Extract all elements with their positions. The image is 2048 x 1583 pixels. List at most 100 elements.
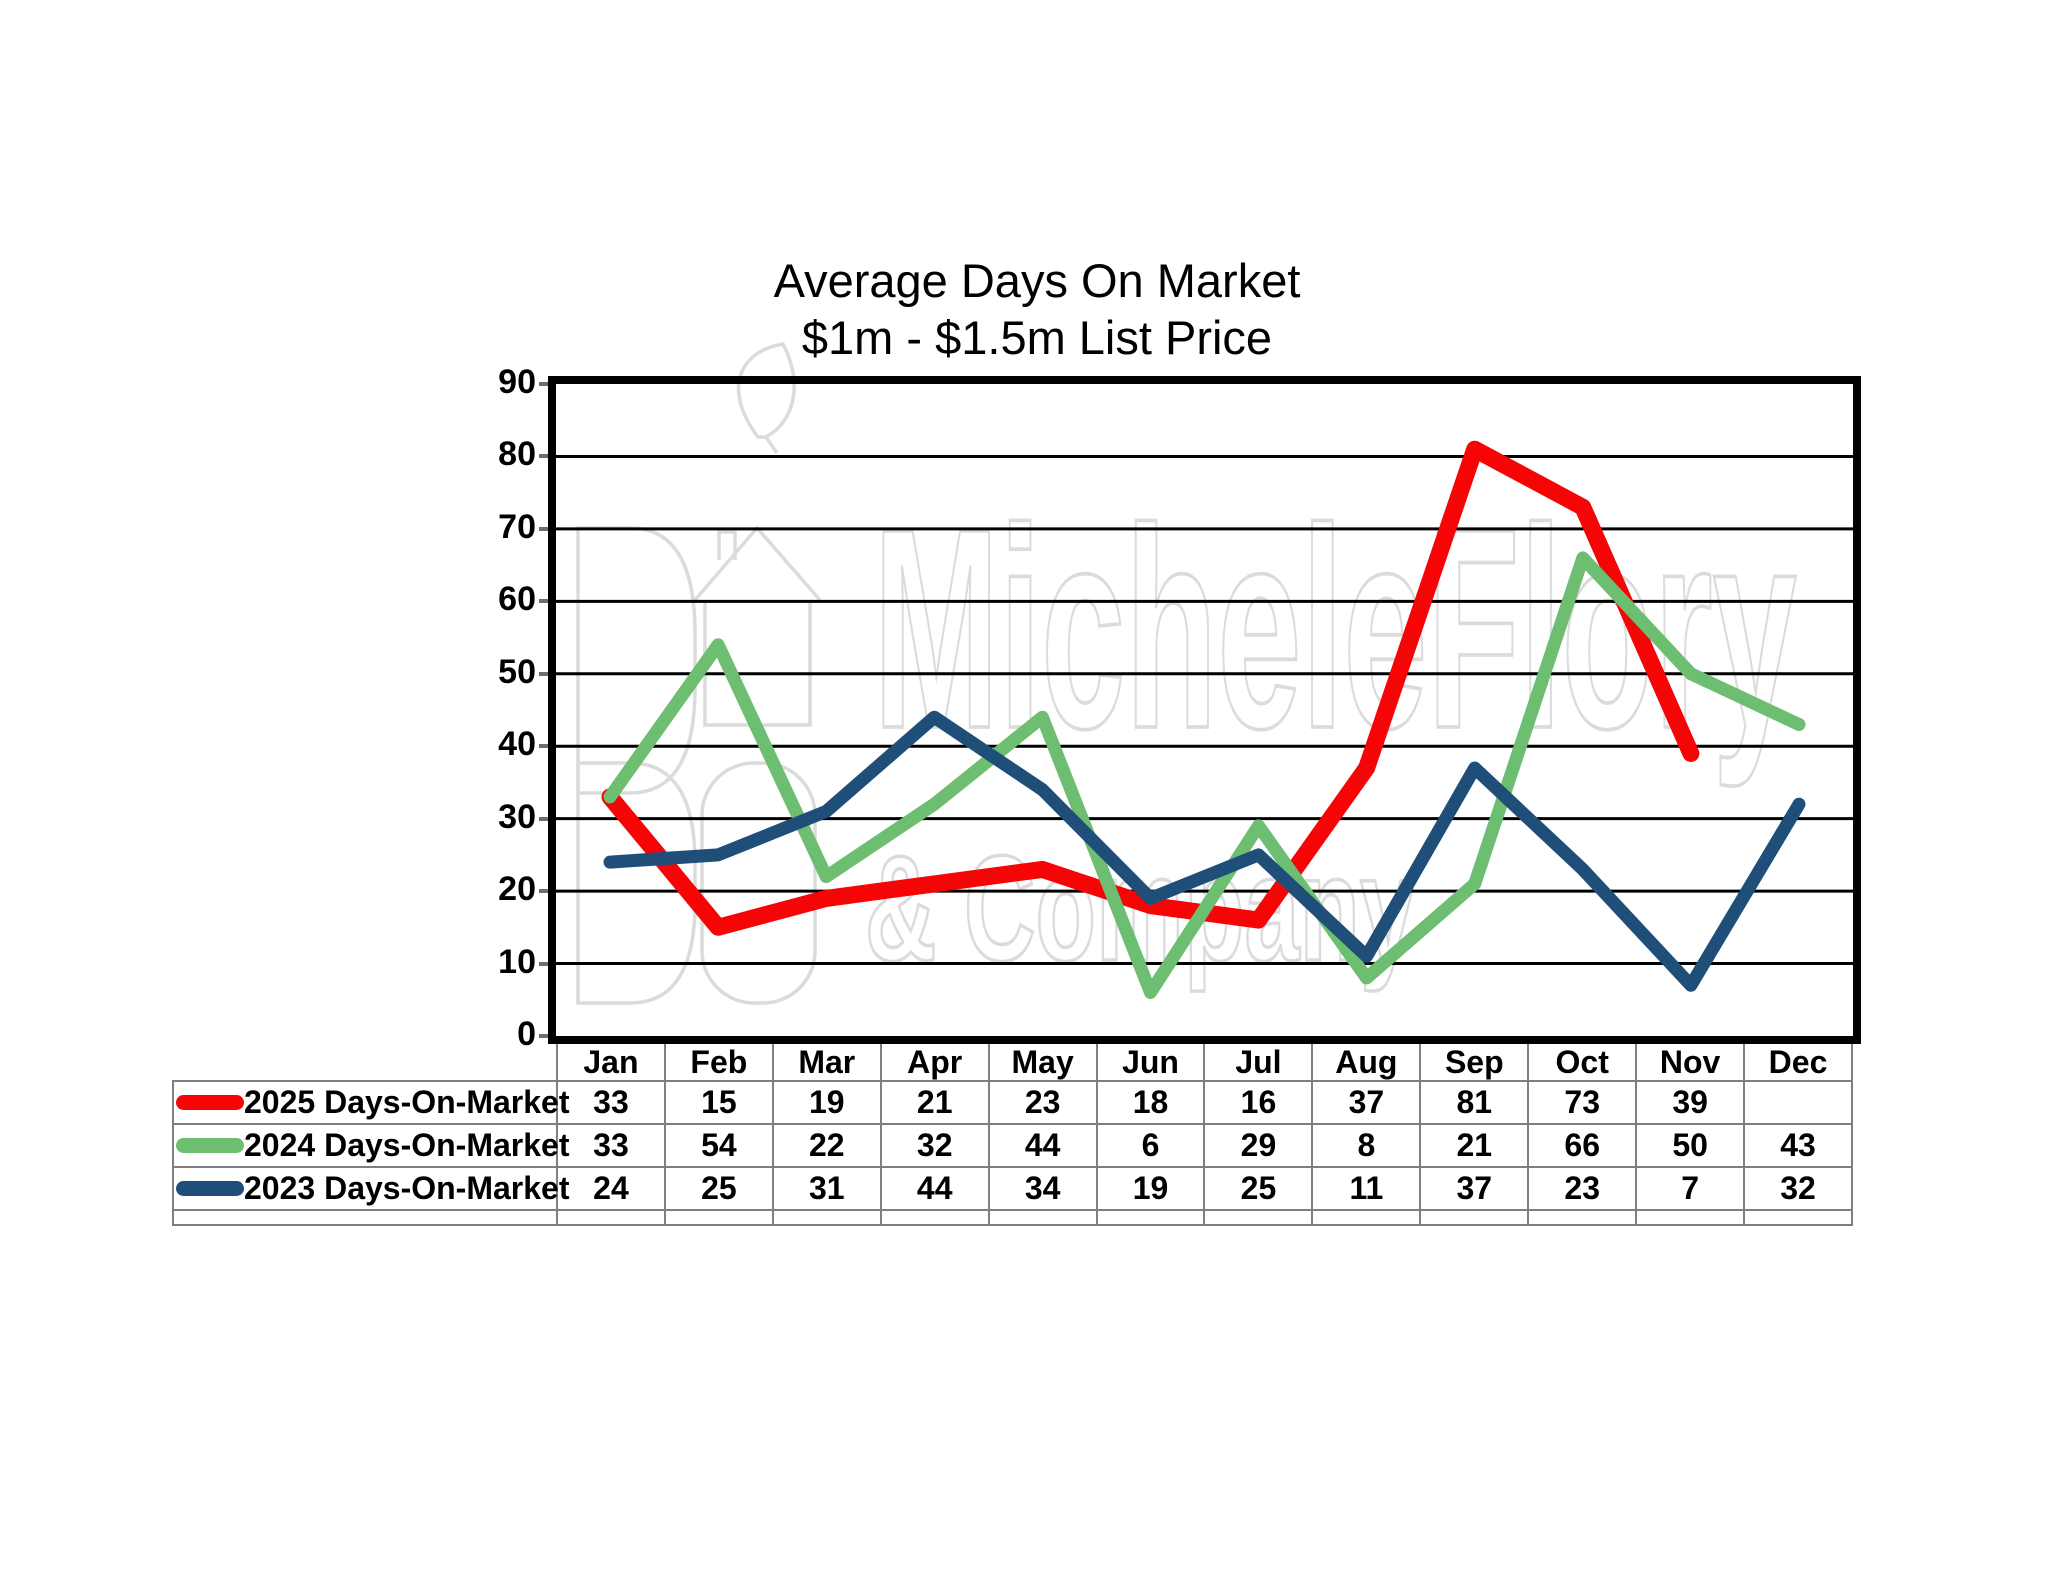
table-value-cell: 19	[774, 1082, 882, 1123]
empty-cell	[1098, 1211, 1206, 1224]
table-value-cell: 21	[882, 1082, 990, 1123]
table-value-cell: 34	[990, 1168, 1098, 1209]
legend-swatch-icon	[176, 1095, 244, 1110]
month-header-cell: Sep	[1421, 1044, 1530, 1081]
table-value-cell: 29	[1205, 1125, 1314, 1166]
y-axis-tick	[539, 816, 552, 821]
month-header-cell: Nov	[1637, 1044, 1746, 1081]
legend-cell-2024: 2024 Days-On-Market	[174, 1125, 569, 1166]
table-empty-row	[172, 1209, 1853, 1226]
empty-cell	[174, 1211, 558, 1224]
empty-cell	[1745, 1211, 1853, 1224]
empty-cell	[990, 1211, 1098, 1224]
empty-cell	[774, 1211, 882, 1224]
series-line-2023	[603, 710, 1806, 992]
chart-title-line1: Average Days On Market	[773, 254, 1301, 307]
month-header-cell: Jul	[1205, 1044, 1314, 1081]
y-axis-tick	[539, 526, 552, 531]
legend-label: 2025 Days-On-Market	[244, 1084, 570, 1120]
table-value-cell: 16	[1205, 1082, 1314, 1123]
y-axis-tick-label: 20	[498, 870, 536, 909]
table-value-cell: 23	[990, 1082, 1098, 1123]
table-value-cell: 44	[882, 1168, 990, 1209]
table-value-cell: 66	[1529, 1125, 1638, 1166]
chart-plot-area	[548, 376, 1861, 1044]
month-header-cell: Aug	[1313, 1044, 1422, 1081]
table-value-cell: 81	[1421, 1082, 1530, 1123]
table-value-cell: 31	[774, 1168, 882, 1209]
y-axis-tick-label: 90	[498, 363, 536, 401]
table-value-cell: 15	[666, 1082, 774, 1123]
y-axis-tick-label: 40	[498, 725, 536, 764]
month-header-cell: Oct	[1529, 1044, 1638, 1081]
month-header-cell: Feb	[666, 1044, 774, 1081]
y-axis-tick-label: 80	[498, 435, 536, 474]
empty-cell	[1529, 1211, 1638, 1224]
month-header-cell: Mar	[774, 1044, 882, 1081]
table-value-cell: 23	[1529, 1168, 1638, 1209]
y-axis-tick-label: 50	[498, 652, 536, 691]
table-value-cell: 37	[1313, 1082, 1422, 1123]
y-axis-tick	[539, 671, 552, 676]
y-axis-tick	[539, 599, 552, 604]
table-value-cell: 33	[558, 1125, 666, 1166]
table-value-cell: 8	[1313, 1125, 1422, 1166]
series-line-2024	[603, 551, 1806, 999]
table-value-cell: 43	[1745, 1125, 1853, 1166]
y-axis-tick-label: 0	[517, 1015, 536, 1053]
legend-swatch-icon	[176, 1138, 244, 1153]
empty-cell	[558, 1211, 666, 1224]
empty-cell	[882, 1211, 990, 1224]
y-axis-tick	[539, 889, 552, 894]
page-title: Average Days On Market $1m - $1.5m List …	[587, 252, 1487, 366]
empty-cell	[1637, 1211, 1746, 1224]
y-axis-tick-label: 60	[498, 580, 536, 619]
table-value-cell: 22	[774, 1125, 882, 1166]
month-header-cell: May	[990, 1044, 1098, 1081]
table-row-2025: 2025 Days-On-Market 33 15 19 21 23 18 16 37 81 73 3…	[172, 1080, 1853, 1123]
empty-cell	[666, 1211, 774, 1224]
month-header-cell: Jun	[1098, 1044, 1206, 1081]
table-value-cell: 73	[1529, 1082, 1638, 1123]
empty-cell	[1421, 1211, 1530, 1224]
y-axis-tick	[539, 382, 552, 386]
empty-cell	[1205, 1211, 1314, 1224]
y-axis-tick	[539, 744, 552, 749]
table-value-cell: 19	[1098, 1168, 1206, 1209]
y-axis-tick	[539, 454, 552, 459]
y-axis-tick	[539, 961, 552, 966]
chart-title-line2: $1m - $1.5m List Price	[801, 311, 1273, 364]
table-value-cell: 21	[1421, 1125, 1530, 1166]
table-value-cell: 50	[1637, 1125, 1746, 1166]
legend-label: 2024 Days-On-Market	[244, 1127, 570, 1163]
legend-swatch-icon	[176, 1181, 244, 1196]
table-value-cell: 24	[558, 1168, 666, 1209]
table-value-cell: 25	[666, 1168, 774, 1209]
table-value-cell: 33	[558, 1082, 666, 1123]
y-axis-tick-label: 70	[498, 507, 536, 546]
table-value-cell: 37	[1421, 1168, 1530, 1209]
y-axis-tick-label: 10	[498, 942, 536, 981]
table-value-cell: 7	[1637, 1168, 1746, 1209]
month-header-cell: Dec	[1745, 1044, 1853, 1081]
legend-label: 2023 Days-On-Market	[244, 1170, 570, 1206]
table-value-cell: 6	[1098, 1125, 1206, 1166]
y-axis-tick-label: 30	[498, 797, 536, 836]
month-header-cell: Apr	[882, 1044, 990, 1081]
table-value-cell: 25	[1205, 1168, 1314, 1209]
table-header-row: Jan Feb Mar Apr May Jun Jul Aug Sep Oct Nov Dec	[556, 1044, 1853, 1081]
series-line-2025	[601, 440, 1700, 936]
table-value-cell: 32	[882, 1125, 990, 1166]
legend-cell-2023: 2023 Days-On-Market	[174, 1168, 569, 1209]
table-value-cell	[1745, 1082, 1853, 1123]
legend-cell-2025: 2025 Days-On-Market	[174, 1082, 569, 1123]
table-value-cell: 32	[1745, 1168, 1853, 1209]
table-row-2024: 2024 Days-On-Market 33 54 22 32 44 6 29 8 21 66 50 4…	[172, 1123, 1853, 1166]
table-value-cell: 44	[990, 1125, 1098, 1166]
table-row-2023: 2023 Days-On-Market 24 25 31 44 34 19 25 11 37 23 7…	[172, 1166, 1853, 1209]
table-value-cell: 39	[1637, 1082, 1746, 1123]
plot-canvas	[556, 440, 1853, 999]
month-header-cell: Jan	[558, 1044, 666, 1081]
y-axis-tick	[539, 1034, 552, 1038]
